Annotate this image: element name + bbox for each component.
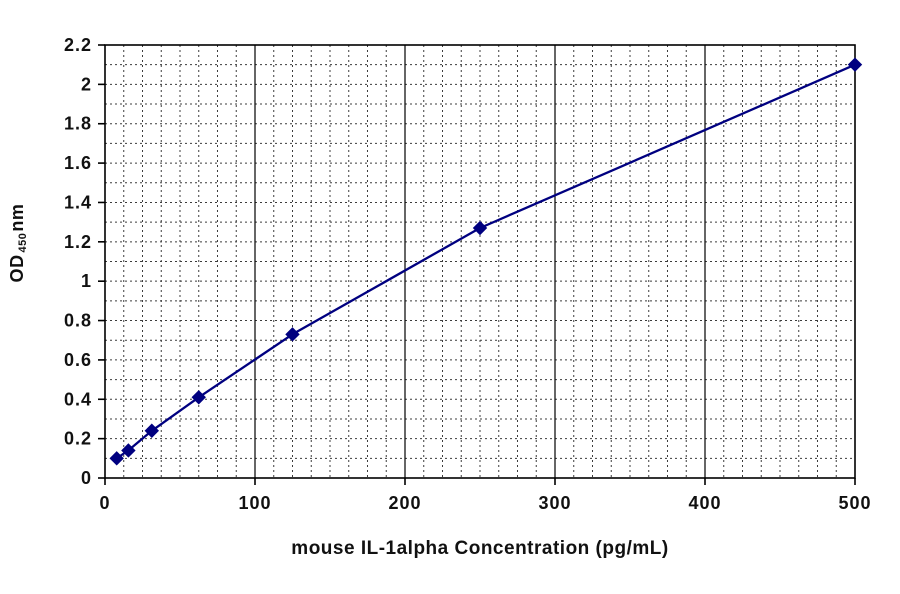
y-axis-label: OD450nm [7, 163, 29, 323]
x-axis-label: mouse IL-1alpha Concentration (pg/mL) [291, 538, 669, 559]
y-tick-label: 1.8 [64, 114, 92, 134]
plot-border [104, 44, 856, 479]
data-point-marker [847, 57, 863, 72]
y-tick-label: 1.6 [64, 153, 92, 173]
y-tick-label: 1.4 [64, 192, 92, 212]
data-point-marker [472, 220, 488, 236]
y-tick-label: 0.4 [64, 389, 92, 409]
y-tick-label: 0 [81, 468, 92, 488]
x-tick-label: 500 [838, 493, 871, 513]
data-point-marker [191, 390, 206, 405]
x-tick-label: 400 [688, 493, 721, 513]
x-tick-label: 200 [388, 493, 421, 513]
y-axis-label-subscript: 450 [17, 232, 29, 253]
y-axis-label-suffix: nm [7, 203, 27, 232]
x-tick-label: 0 [99, 493, 110, 513]
x-tick-label: 300 [538, 493, 571, 513]
y-tick-label: 2 [81, 74, 92, 94]
data-point-marker [144, 423, 160, 438]
y-tick-label: 0.2 [64, 429, 92, 449]
data-point-marker [121, 443, 136, 458]
y-tick-label: 2.2 [64, 35, 92, 55]
data-point-marker [285, 327, 300, 342]
y-tick-label: 0.8 [64, 311, 92, 331]
y-tick-label: 0.6 [64, 350, 92, 370]
y-tick-label: 1 [81, 271, 92, 291]
x-tick-label: 100 [238, 493, 271, 513]
data-point-marker [109, 451, 124, 466]
y-axis-label-main: OD [7, 254, 27, 283]
y-tick-label: 1.2 [64, 232, 92, 252]
